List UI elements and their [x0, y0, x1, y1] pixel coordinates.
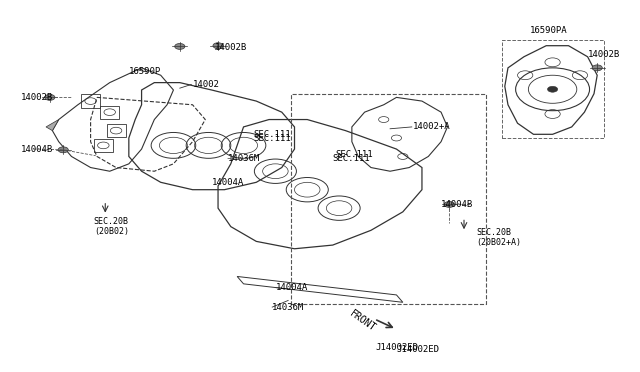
Text: 14036M: 14036M [272, 303, 305, 312]
Bar [502, 40, 604, 138]
Circle shape [175, 44, 185, 49]
Circle shape [58, 147, 68, 153]
Text: 16590PA: 16590PA [531, 26, 568, 35]
Text: SEC.111: SEC.111 [333, 154, 371, 163]
Text: 16590P: 16590P [129, 67, 161, 76]
Text: J14002ED: J14002ED [396, 345, 440, 354]
Text: SEC.111: SEC.111 [335, 150, 373, 159]
Text: SEC.20B
(20B02+A): SEC.20B (20B02+A) [476, 228, 521, 247]
Text: 14002: 14002 [193, 80, 220, 89]
Text: 14002B: 14002B [20, 93, 52, 102]
Circle shape [444, 202, 454, 208]
Bar [291, 94, 486, 304]
Text: SEC.20B
(20B02): SEC.20B (20B02) [94, 217, 129, 236]
Text: 14036M: 14036M [228, 154, 260, 163]
Text: SEC.111: SEC.111 [253, 130, 291, 139]
Text: 14004A: 14004A [212, 178, 244, 187]
Circle shape [547, 86, 557, 92]
Text: 14004B: 14004B [441, 200, 474, 209]
Circle shape [45, 94, 55, 100]
Text: FRONT: FRONT [348, 308, 378, 333]
Polygon shape [46, 119, 59, 131]
Circle shape [592, 65, 602, 71]
Text: J14002ED: J14002ED [375, 343, 418, 352]
Circle shape [213, 43, 223, 49]
Text: 14004A: 14004A [275, 283, 308, 292]
Text: 14002B: 14002B [215, 43, 247, 52]
Text: 14002B: 14002B [588, 51, 620, 60]
Text: 14002+A: 14002+A [412, 122, 450, 131]
Text: 14004B: 14004B [20, 145, 52, 154]
Text: SEC.111: SEC.111 [253, 134, 291, 142]
